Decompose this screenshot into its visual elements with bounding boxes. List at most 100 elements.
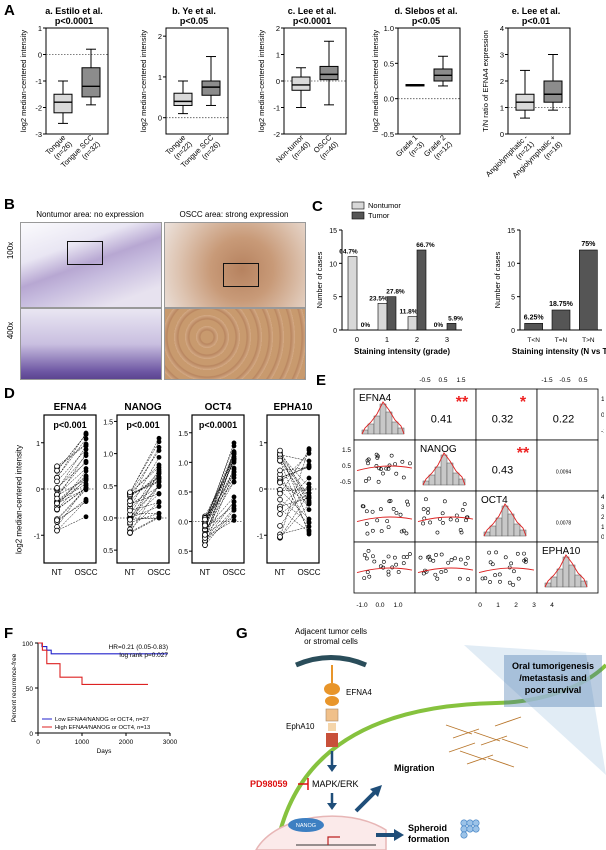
panel-label-a: A (4, 2, 15, 19)
matrix-fiber (494, 716, 522, 727)
box (543, 80, 563, 103)
y-tick: 4 (500, 24, 504, 33)
chart-staining-nvt: 15 10 5 0 Number of cases Staining intensity … (493, 228, 606, 356)
y-tick: 0 (276, 77, 280, 86)
panel-g-schematic: Adjacent tumor cells or stromal cells EFNA… (250, 627, 606, 850)
right-tick: -1.0 (601, 428, 604, 435)
histogram-bar (513, 523, 521, 537)
p-value: p<0.01 (522, 16, 550, 26)
x-tick: OSCC (74, 568, 97, 577)
row-label-400x: 400x (6, 321, 16, 340)
inhibitor-label: PD98059 (250, 779, 288, 789)
spheroid-cell (466, 825, 474, 833)
y-axis-label: log2 median-centered intensity (14, 445, 24, 554)
right-tick: 2 (601, 514, 604, 521)
y-tick: -1 (273, 104, 280, 113)
image-100x-nontumor (20, 222, 162, 308)
variable-label: EPHA10 (542, 546, 581, 557)
gene-title: NANOG (124, 402, 161, 413)
image-400x-nontumor (20, 308, 162, 380)
spheroid-cell (460, 831, 468, 839)
bar-label: 75% (581, 241, 596, 248)
right-tick: 4 (601, 494, 604, 501)
group-label: Grade 1(n=3) (394, 133, 426, 165)
left-tick: 1.5 (342, 447, 351, 454)
y-tick: 1.0 (178, 460, 188, 467)
y-tick: -0.5 (381, 130, 394, 139)
bar-label: 0% (434, 322, 444, 329)
outcome-label: Oral tumorigenesis/metastasis and poor su… (512, 661, 594, 695)
bar-label: 27.8% (386, 289, 405, 296)
spheroid-cell (466, 819, 474, 827)
x-tick: OSCC (297, 568, 320, 577)
y-axis-label: log2 median-centered intensity (371, 30, 380, 132)
bar (407, 316, 418, 331)
y-tick: 1 (38, 24, 42, 33)
bottom-tick: 1.0 (393, 602, 402, 609)
variable-label: OCT4 (481, 495, 508, 506)
spheroid-cell (460, 819, 468, 827)
legend-label: Nontumor (368, 201, 401, 210)
zoom-box (67, 241, 103, 265)
y-tick: 0 (158, 114, 162, 123)
y-tick: 0 (38, 51, 42, 60)
boxplot-5: e. Lee et al.p<0.01 T/N ratio of EFNA4 ex… (481, 6, 571, 180)
paired-plot-3: OCT4 p<0.0001 1.5 1.0 0.5 0.0 -0.5 NT OSCC (178, 402, 246, 577)
bar (446, 323, 457, 331)
bottom-tick: 2 (514, 602, 518, 609)
adjacent-cell-membrane (295, 655, 367, 668)
bar (377, 303, 388, 331)
histogram-bar (452, 472, 460, 486)
row-label-100x: 100x (6, 241, 16, 260)
gene-title: EFNA4 (54, 402, 87, 413)
y-tick: 0 (29, 731, 33, 738)
paired-plot-4: EPHA10 1 0 -1 NT OSCC (257, 402, 321, 577)
box (53, 93, 73, 114)
panel-e-correlation-matrix: -0.5 0.5 1.5 -1.5 -0.5 0.5 -1.0 0.0 1.0 0 1 2 3 4 1.5 0… (338, 373, 606, 613)
box (291, 76, 311, 91)
bar (551, 309, 571, 331)
y-axis-label: log2 median-centered intensity (257, 30, 266, 132)
y-tick: 2 (158, 32, 162, 41)
bar (416, 249, 427, 331)
correlation-value: 0.41 (431, 414, 452, 426)
y-tick: 50 (26, 686, 34, 693)
boxplot-title: b. Ye et al. (172, 6, 216, 16)
x-tick: OSCC (147, 568, 170, 577)
y-tick: -1 (35, 77, 42, 86)
histogram-bar (489, 525, 497, 537)
header-nontumor: Nontumor area: no expression (36, 210, 144, 219)
y-tick: 1.0 (103, 452, 113, 459)
panel-label-c: C (312, 198, 323, 215)
spheroid-cell (460, 825, 468, 833)
panel-b-histology: Nontumor area: no expression OSCC area: … (0, 196, 312, 380)
histogram-bar (385, 411, 393, 435)
x-axis-label: Staining intensity (grade) (354, 347, 450, 356)
right-tick: 1 (601, 524, 604, 531)
y-tick: 0.5 (384, 59, 394, 68)
bottom-tick: 1 (496, 602, 500, 609)
y-tick: -1 (34, 533, 40, 540)
y-axis-label: Number of cases (493, 251, 502, 308)
y-tick: 1 (500, 104, 504, 113)
y-axis-label: T/N ratio of EFNA4 expression (481, 30, 490, 132)
legend-low: Low EFNA4/NANOG or OCT4, n=27 (55, 717, 149, 723)
y-tick: -0.5 (103, 548, 113, 555)
efna4-ligand (324, 683, 340, 695)
y-tick: 100 (22, 641, 33, 648)
x-axis-label: Days (97, 748, 113, 755)
group-label: Grade 2(n=12) (422, 133, 454, 165)
p-value: p<0.001 (53, 420, 86, 430)
image-100x-oscc (164, 222, 306, 308)
legend-high: High EFNA4/NANOG or OCT4, n=13 (55, 725, 150, 731)
bottom-tick: -1.0 (356, 602, 368, 609)
y-axis-label: Number of cases (315, 251, 324, 308)
boxplot-3: c. Lee et al.p<0.0001 log2 median-centere… (257, 6, 347, 164)
boxplot-title: c. Lee et al. (288, 6, 337, 16)
gene-title: EPHA10 (274, 402, 313, 413)
y-tick: 1.5 (178, 431, 188, 438)
histogram-bar (574, 574, 582, 588)
hazard-ratio: HR=0.21 (0.05-0.83) (109, 644, 168, 651)
spheroid-cell (472, 825, 480, 833)
x-tick: NT (52, 568, 63, 577)
